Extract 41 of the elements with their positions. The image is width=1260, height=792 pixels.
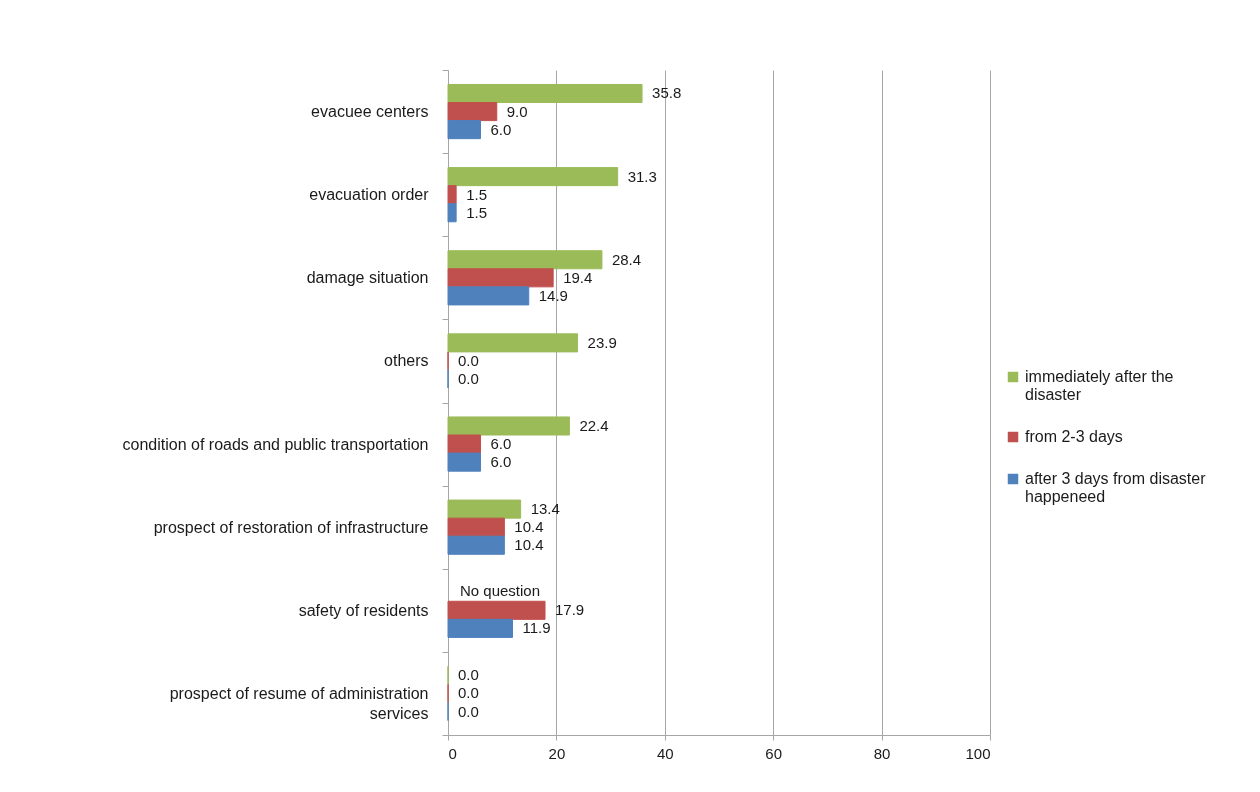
data-label: 1.5	[466, 185, 487, 203]
data-label: 14.9	[538, 286, 568, 304]
legend-label: from 2-3 days	[1025, 428, 1123, 445]
y-tick-label: others	[384, 352, 429, 370]
data-label: 19.4	[563, 268, 593, 286]
legend-label: immediately after the disaster	[1025, 368, 1174, 403]
y-tick-label: condition of roads and public transportation	[122, 435, 429, 453]
data-label: 35.8	[652, 84, 682, 102]
y-tick-label: safety of residents	[298, 601, 429, 619]
x-tick-label: 80	[873, 744, 891, 762]
x-tick-label: 0	[448, 744, 457, 762]
data-label: 22.4	[579, 416, 609, 434]
data-label: 6.0	[490, 435, 512, 453]
y-tick-label: damage situation	[306, 269, 429, 287]
data-label: 11.9	[522, 619, 551, 637]
data-label: 31.3	[627, 167, 657, 185]
y-tick-label: prospect of resume of administration services	[169, 684, 429, 722]
data-label: 0.0	[458, 666, 479, 684]
y-tick-label: prospect of restoration of infrastructure	[153, 518, 429, 536]
legend-label: after 3 days from disaster happeneed	[1025, 470, 1207, 505]
data-label: 1.5	[466, 203, 487, 221]
data-label: 17.9	[555, 601, 585, 619]
data-label: 0.0	[458, 351, 479, 369]
data-label: 9.0	[506, 102, 528, 120]
x-tick-label: 60	[765, 744, 783, 762]
data-label: 0.0	[458, 684, 479, 702]
data-label: 13.4	[530, 500, 560, 518]
data-label: 10.4	[514, 518, 544, 536]
data-label: 23.9	[587, 333, 617, 351]
y-tick-label: evacuation order	[309, 186, 430, 204]
x-tick-label: 20	[548, 744, 566, 762]
data-label: 0.0	[458, 370, 479, 388]
annotation: No question	[460, 582, 541, 600]
data-label: 28.4	[611, 250, 642, 268]
x-tick-label: 40	[656, 744, 674, 762]
data-label: 6.0	[490, 120, 512, 138]
data-label: 0.0	[458, 702, 479, 720]
x-tick-label: 100	[965, 744, 991, 762]
y-tick-label: evacuee centers	[311, 103, 429, 121]
data-label: 10.4	[514, 536, 544, 554]
data-label: 6.0	[490, 453, 512, 471]
